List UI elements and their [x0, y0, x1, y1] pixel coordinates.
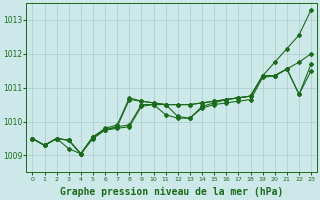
X-axis label: Graphe pression niveau de la mer (hPa): Graphe pression niveau de la mer (hPa): [60, 187, 284, 197]
